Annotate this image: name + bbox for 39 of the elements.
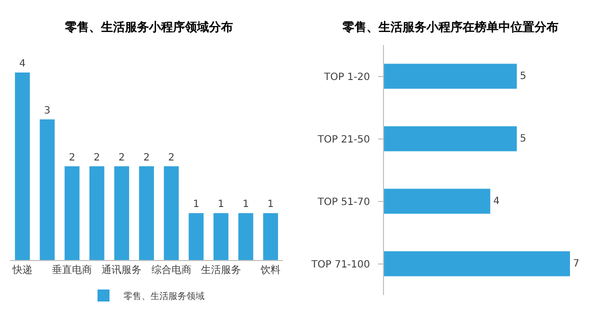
chart-title: 零售、生活服务小程序领域分布 bbox=[64, 20, 233, 34]
bar bbox=[40, 119, 55, 260]
bar bbox=[164, 166, 179, 260]
y-tick-label: TOP 1-20 bbox=[323, 72, 370, 83]
data-label: 1 bbox=[267, 199, 274, 210]
y-tick-label: TOP 71-100 bbox=[310, 259, 370, 270]
bar bbox=[214, 213, 228, 260]
chart-title: 零售、生活服务小程序在榜单中位置分布 bbox=[342, 20, 558, 34]
data-label: 1 bbox=[242, 199, 249, 210]
y-tick-label: TOP 51-70 bbox=[316, 196, 370, 208]
data-label: 4 bbox=[493, 196, 500, 207]
data-label: 2 bbox=[94, 152, 100, 164]
bar bbox=[89, 166, 104, 260]
bar bbox=[139, 166, 154, 260]
data-label: 7 bbox=[572, 258, 580, 270]
bar bbox=[188, 213, 204, 260]
bar bbox=[64, 166, 80, 260]
x-tick-label: 综合电商 bbox=[151, 264, 192, 276]
data-label: 2 bbox=[168, 152, 175, 164]
data-label: 5 bbox=[520, 133, 526, 144]
data-label: 1 bbox=[218, 199, 224, 210]
y-tick-label: TOP 21-50 bbox=[316, 134, 370, 146]
data-label: 2 bbox=[68, 152, 76, 164]
x-tick-label: 快递 bbox=[11, 264, 32, 276]
x-tick-label: 饮料 bbox=[260, 264, 281, 276]
bar bbox=[114, 166, 130, 260]
bar bbox=[263, 213, 278, 260]
bar bbox=[238, 213, 254, 260]
data-label: 2 bbox=[118, 152, 125, 164]
data-label: 4 bbox=[19, 58, 26, 70]
data-label: 3 bbox=[44, 105, 50, 116]
x-tick-label: 通讯服务 bbox=[102, 264, 142, 276]
x-tick-label: 垂直电商 bbox=[52, 264, 92, 276]
bar bbox=[14, 72, 30, 260]
data-label: 5 bbox=[520, 70, 526, 82]
data-label: 2 bbox=[143, 152, 150, 164]
data-label: 1 bbox=[192, 199, 200, 210]
x-tick-label: 生活服务 bbox=[200, 264, 241, 276]
legend-label: 零售、生活服务领域 bbox=[124, 291, 204, 302]
